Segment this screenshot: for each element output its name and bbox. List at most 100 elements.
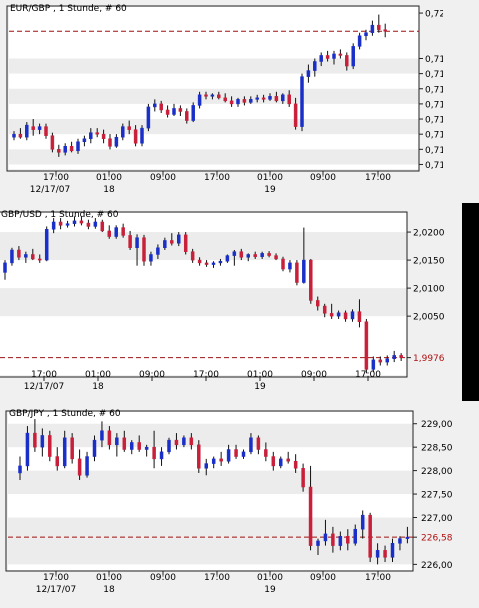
candle	[336, 310, 341, 319]
candle	[38, 254, 42, 263]
x-tick-label: 01:00	[96, 573, 122, 583]
candle	[62, 430, 67, 469]
candle	[107, 225, 111, 239]
candle-body-up	[246, 254, 250, 258]
x-date-label: 12/17/07	[24, 382, 64, 392]
candle-body-down	[287, 94, 291, 105]
candle-body-up	[306, 70, 311, 77]
candle	[121, 223, 125, 238]
candle-body-down	[343, 312, 348, 320]
candle	[107, 426, 112, 450]
candle-body-down	[223, 97, 227, 102]
candle	[267, 251, 271, 258]
gbpusd-chart: GBP/USD , 1 Stunde, # 60 2,0200 2,0150 2,01…	[0, 203, 462, 403]
candle	[69, 141, 74, 153]
candle	[271, 451, 276, 471]
candle-body-down	[239, 251, 244, 258]
candle-body-down	[50, 135, 55, 150]
candle-body-down	[108, 138, 112, 147]
candle	[316, 296, 320, 311]
candle	[343, 310, 348, 322]
y-tick-label: 2,0200	[413, 229, 445, 239]
candle	[229, 96, 234, 107]
candle-body-down	[86, 222, 91, 227]
candle	[197, 257, 202, 266]
candle-body-up	[268, 96, 272, 100]
current-price-label: 1,9976	[413, 354, 445, 364]
candle	[288, 260, 292, 273]
candle-body-up	[390, 543, 395, 558]
candle-body-up	[85, 456, 89, 476]
candle	[287, 90, 291, 107]
candle-body-up	[385, 358, 389, 363]
candle-body-down	[69, 146, 74, 152]
candle	[293, 454, 298, 473]
candle-body-up	[236, 99, 240, 105]
candle	[309, 258, 313, 304]
candle-body-down	[204, 94, 208, 97]
candle-body-down	[378, 359, 383, 363]
candle-body-down	[229, 100, 234, 105]
candle	[167, 437, 171, 455]
candle-body-up	[332, 53, 336, 59]
candle	[189, 433, 194, 450]
candle-body-up	[159, 451, 164, 460]
candle-body-down	[204, 262, 209, 265]
candle	[76, 138, 80, 154]
gbpjpy-panel: GBP/JPY , 1 Stunde, # 60 229,00 228,50 228,…	[0, 403, 479, 608]
candle-body-up	[25, 124, 29, 138]
candle	[353, 524, 357, 546]
x-tick-label: 17:00	[365, 573, 391, 583]
candle-body-down	[38, 258, 42, 261]
candle-body-up	[323, 533, 328, 542]
y-tick-label: 0,7210	[425, 10, 443, 20]
candle-body-up	[398, 538, 402, 544]
candle	[63, 143, 67, 156]
candle-body-down	[271, 456, 276, 467]
eurgbp-chart: EUR/GBP , 1 Stunde, # 60 0,7210 0,7180 0,71…	[0, 0, 443, 205]
x-tick-label: 17:00	[43, 573, 69, 583]
candle-body-down	[95, 132, 99, 135]
candle	[286, 451, 290, 464]
candle	[152, 430, 156, 469]
y-tick-label: 228,00	[421, 467, 453, 477]
candle-body-up	[210, 94, 215, 97]
plot-frame	[0, 211, 408, 378]
candle	[31, 119, 35, 136]
candle-body-up	[371, 359, 376, 370]
candle-body-down	[190, 251, 195, 261]
candle-body-up	[163, 240, 167, 249]
candle	[316, 538, 320, 555]
candle	[18, 128, 23, 139]
candle	[308, 465, 313, 551]
candle	[185, 108, 189, 124]
candle	[211, 456, 216, 469]
candle	[40, 428, 45, 457]
candle	[24, 251, 28, 263]
candle	[246, 253, 250, 262]
candle-body-up	[316, 540, 320, 546]
x-date-label: 19	[264, 585, 276, 595]
candle-body-up	[146, 106, 151, 129]
candle-body-down	[267, 253, 271, 256]
candle-body-down	[274, 255, 278, 260]
candle	[249, 96, 253, 104]
candle	[210, 93, 215, 100]
candle-body-down	[178, 108, 183, 112]
candle-body-down	[18, 133, 23, 138]
candle	[70, 433, 74, 464]
grid-band	[0, 232, 407, 261]
candle	[25, 426, 30, 471]
candle-body-up	[392, 355, 396, 359]
x-tick-label: 17:00	[31, 370, 57, 380]
candle-body-down	[55, 456, 59, 467]
candle	[133, 125, 138, 147]
candle-body-up	[100, 430, 104, 441]
candle	[329, 303, 334, 319]
candle	[153, 99, 157, 112]
candle-body-down	[107, 430, 112, 446]
candle	[301, 463, 305, 492]
candle	[50, 132, 55, 153]
candle	[146, 103, 151, 132]
candle	[295, 260, 299, 286]
